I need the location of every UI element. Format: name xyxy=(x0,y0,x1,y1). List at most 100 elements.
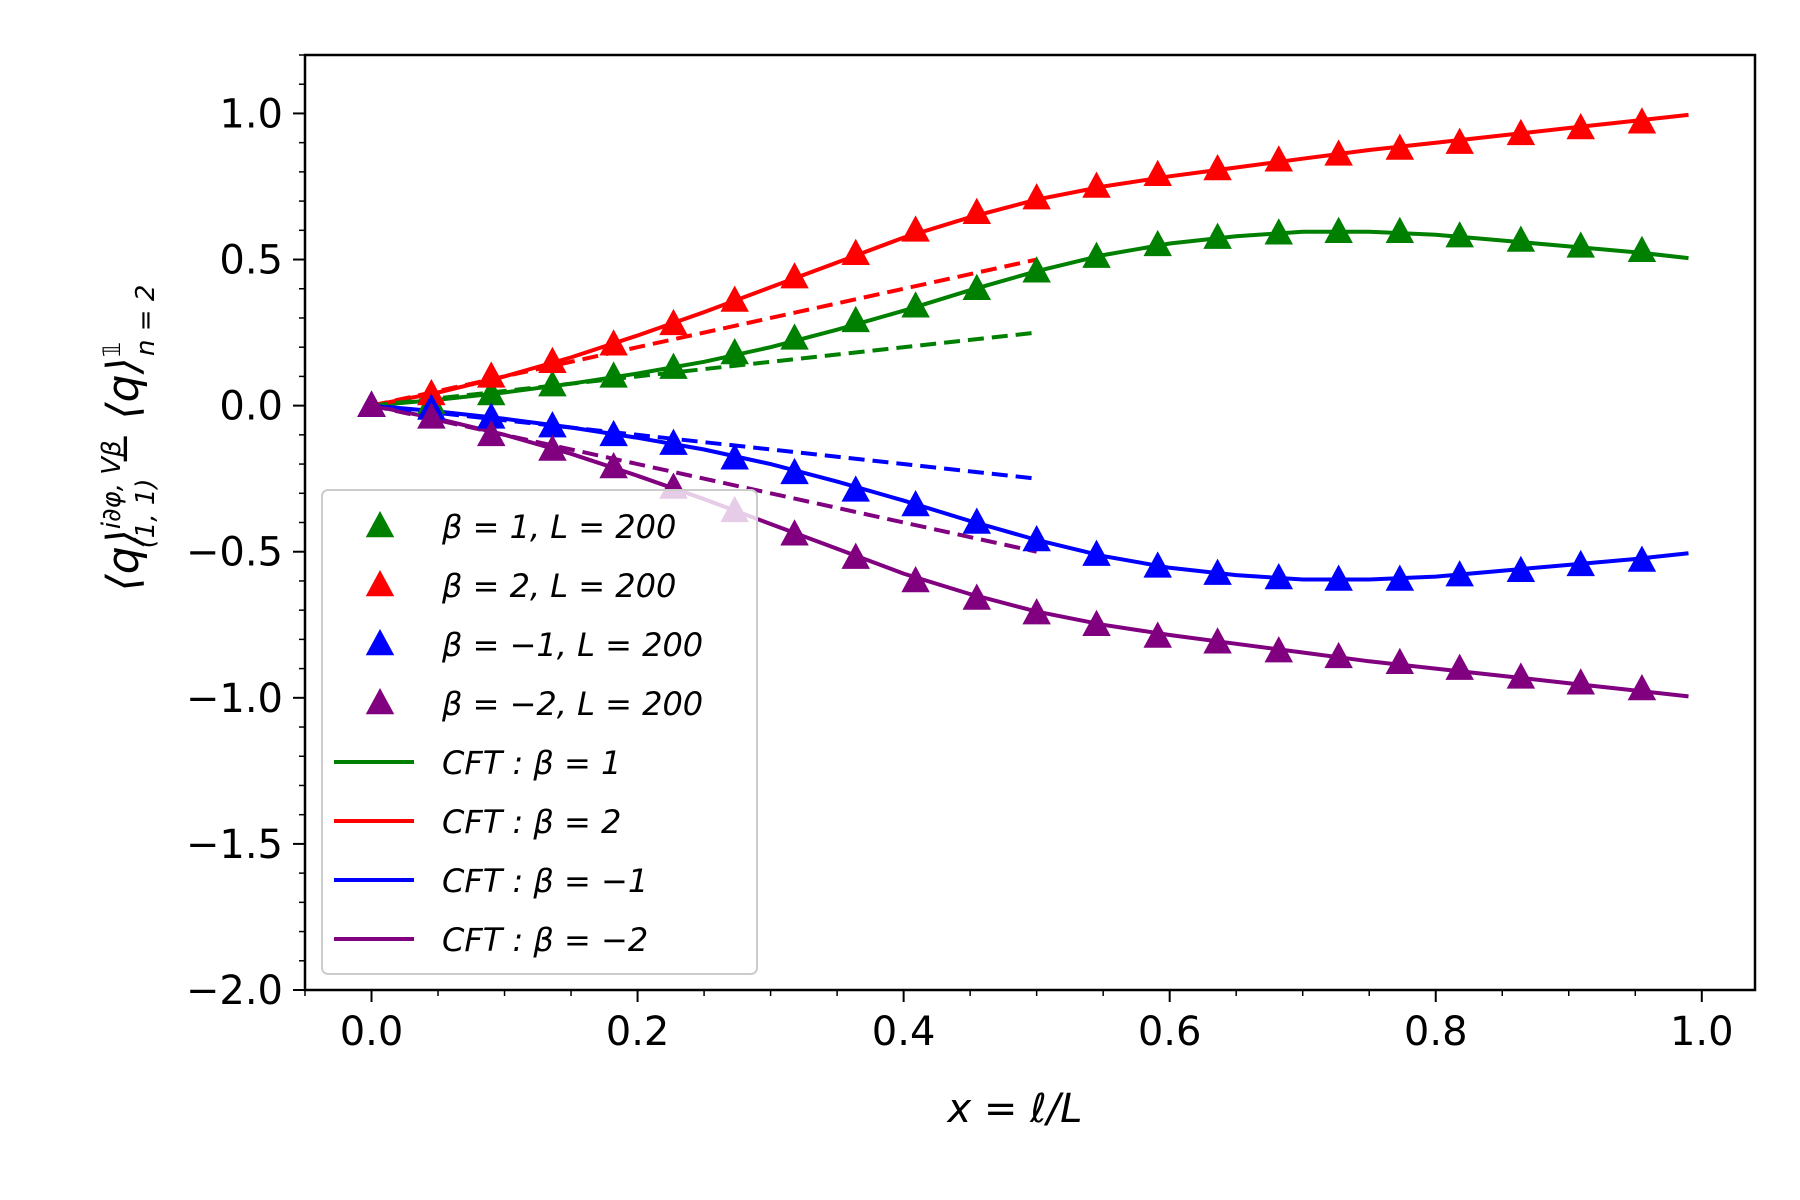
y-label-sup2: 𝟙 xyxy=(98,342,126,357)
data-point xyxy=(720,285,749,312)
legend-marker xyxy=(365,570,395,597)
data-point xyxy=(1203,558,1232,585)
data-point xyxy=(1264,218,1294,245)
data-point xyxy=(1082,539,1111,566)
legend-label: CFT : β = −1 xyxy=(442,862,648,900)
data-point xyxy=(1203,222,1232,249)
data-point xyxy=(841,238,870,265)
x-tick-label: 0.4 xyxy=(872,1009,936,1055)
data-point xyxy=(659,308,688,336)
data-point xyxy=(1324,139,1353,166)
cft-curve-1 xyxy=(371,229,1689,408)
legend-entry: β = 2, L = 200 xyxy=(365,567,676,605)
data-point xyxy=(1082,171,1111,198)
x-tick-label: 1.0 xyxy=(1670,1009,1734,1055)
x-tick-label: 0.8 xyxy=(1404,1009,1468,1055)
data-point xyxy=(1445,127,1474,154)
data-point xyxy=(841,542,870,569)
data-point xyxy=(720,338,749,365)
data-point xyxy=(1506,555,1536,582)
legend-label: CFT : β = 1 xyxy=(442,744,621,782)
legend-label: β = −2, L = 200 xyxy=(441,685,703,723)
y-tick-label: −2.0 xyxy=(186,968,283,1014)
y-tick-label: 1.0 xyxy=(219,91,283,137)
data-point xyxy=(1324,564,1353,591)
data-point xyxy=(780,519,809,546)
data-point xyxy=(780,323,809,350)
legend-entry: CFT : β = 2 xyxy=(334,803,621,841)
legend-label: CFT : β = −2 xyxy=(442,921,648,959)
dashed-line-2 xyxy=(371,330,1037,408)
dashed-line-4 xyxy=(371,403,1038,554)
data-point xyxy=(780,262,809,289)
data-point xyxy=(1385,647,1415,674)
series-3-markers xyxy=(357,390,1657,591)
legend-label: β = −1, L = 200 xyxy=(441,626,703,664)
data-point xyxy=(538,346,567,374)
y-label-sub: (1, 1) xyxy=(131,478,161,548)
data-point xyxy=(841,305,870,333)
data-point xyxy=(901,565,930,593)
data-point xyxy=(1264,636,1294,663)
data-point xyxy=(1385,216,1415,244)
data-point xyxy=(1385,133,1415,160)
data-point xyxy=(962,583,992,610)
legend-label: β = 1, L = 200 xyxy=(441,508,676,546)
dashed-line-1 xyxy=(371,257,1038,408)
data-point xyxy=(1143,621,1172,648)
y-label-q1: ⟨q⟩ xyxy=(98,529,149,591)
data-point xyxy=(476,419,506,447)
data-point xyxy=(1445,653,1474,680)
data-point xyxy=(1566,231,1595,258)
legend-entry: β = −1, L = 200 xyxy=(365,626,703,664)
data-point xyxy=(1627,674,1657,701)
data-point xyxy=(1203,627,1232,654)
legend-label: β = 2, L = 200 xyxy=(441,567,676,605)
y-label-minus: − xyxy=(102,420,148,479)
y-tick-label: 0.0 xyxy=(219,384,283,430)
data-point xyxy=(841,475,870,502)
data-point xyxy=(1445,560,1474,587)
data-point xyxy=(417,378,446,406)
series-2-markers xyxy=(357,107,1657,417)
data-point xyxy=(1143,159,1172,187)
data-point xyxy=(599,329,628,356)
axes: 0.0 0.2 0.4 0.6 0.8 1.0 1.0 0.5 0.0 −0.5 −1.0 −1.5 −… xyxy=(186,53,1757,1055)
data-point xyxy=(538,411,567,438)
data-point xyxy=(901,489,930,517)
data-point xyxy=(599,419,628,447)
x-axis-label: x = ℓ/L xyxy=(946,1086,1083,1132)
data-point xyxy=(538,434,567,461)
x-tick-label: 0.6 xyxy=(1138,1009,1202,1055)
data-point xyxy=(720,443,749,470)
data-point xyxy=(417,402,446,429)
data-point xyxy=(659,428,688,455)
data-point xyxy=(1082,241,1111,268)
data-point xyxy=(962,197,992,225)
legend-entry: CFT : β = −1 xyxy=(334,862,648,900)
y-tick-label: −1.0 xyxy=(186,676,283,722)
legend-box xyxy=(321,489,758,975)
data-point xyxy=(962,273,992,300)
legend-entry: CFT : β = −2 xyxy=(334,921,648,959)
data-point xyxy=(1264,563,1294,590)
data-point xyxy=(659,352,688,379)
data-point xyxy=(1022,525,1051,552)
data-point xyxy=(1022,256,1051,283)
data-point xyxy=(538,370,567,397)
x-tick-label: 0.2 xyxy=(606,1009,670,1055)
data-point xyxy=(901,291,930,318)
data-point xyxy=(1506,225,1536,252)
data-point xyxy=(1566,113,1595,140)
y-tick-label: −0.5 xyxy=(186,530,283,576)
data-point xyxy=(599,451,628,479)
y-label-sup: i∂φ, Vβ xyxy=(97,440,127,529)
data-point xyxy=(476,361,506,388)
data-point xyxy=(1082,609,1111,637)
y-tick-label: 0.5 xyxy=(219,238,283,284)
data-point xyxy=(1566,668,1595,695)
data-point xyxy=(1022,598,1051,625)
x-tick-label: 0.0 xyxy=(340,1009,404,1055)
data-point xyxy=(1022,183,1051,210)
data-point xyxy=(1143,229,1172,257)
